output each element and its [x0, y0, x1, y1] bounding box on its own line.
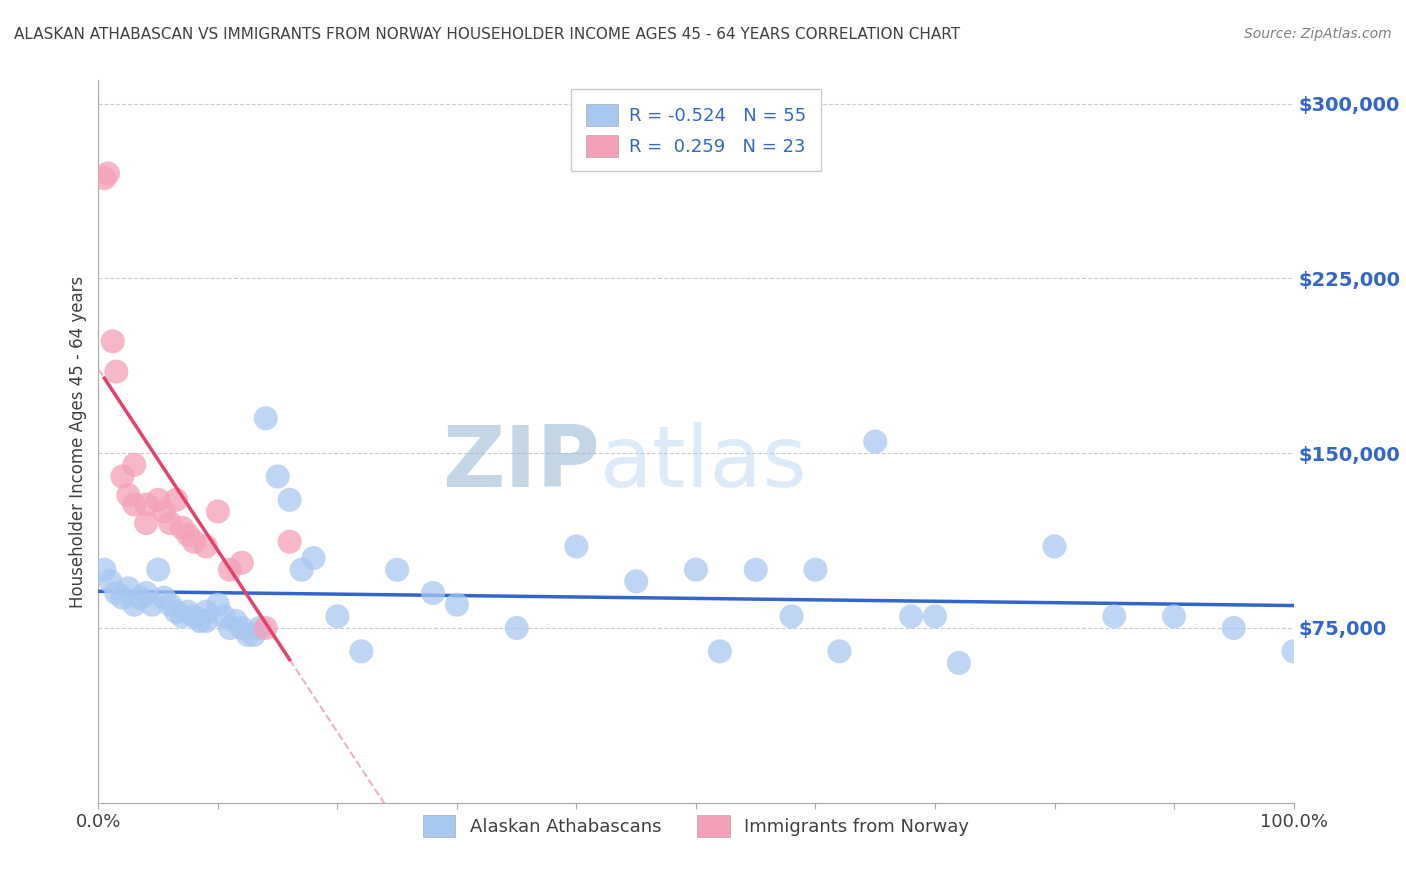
- Point: [135, 586, 157, 600]
- Point: [183, 609, 205, 624]
- Point: [626, 574, 648, 589]
- Text: atlas: atlas: [600, 422, 808, 505]
- Point: [506, 621, 529, 635]
- Point: [236, 628, 259, 642]
- Point: [231, 556, 253, 570]
- Point: [924, 609, 946, 624]
- Point: [97, 167, 120, 181]
- Point: [948, 656, 970, 670]
- Point: [98, 574, 122, 589]
- Point: [243, 628, 266, 642]
- Point: [117, 488, 139, 502]
- Point: [159, 598, 181, 612]
- Point: [153, 504, 176, 518]
- Point: [159, 516, 181, 530]
- Point: [105, 586, 128, 600]
- Point: [709, 644, 731, 658]
- Point: [188, 614, 211, 628]
- Point: [804, 563, 827, 577]
- Point: [385, 563, 409, 577]
- Point: [828, 644, 851, 658]
- Point: [565, 540, 588, 554]
- Point: [135, 516, 157, 530]
- Point: [93, 563, 115, 577]
- Text: Source: ZipAtlas.com: Source: ZipAtlas.com: [1244, 27, 1392, 41]
- Point: [422, 586, 444, 600]
- Point: [111, 591, 134, 605]
- Legend: Alaskan Athabascans, Immigrants from Norway: Alaskan Athabascans, Immigrants from Nor…: [416, 808, 976, 845]
- Point: [291, 563, 314, 577]
- Point: [219, 563, 242, 577]
- Text: ALASKAN ATHABASCAN VS IMMIGRANTS FROM NORWAY HOUSEHOLDER INCOME AGES 45 - 64 YEA: ALASKAN ATHABASCAN VS IMMIGRANTS FROM NO…: [14, 27, 960, 42]
- Point: [195, 605, 218, 619]
- Point: [165, 605, 187, 619]
- Point: [183, 534, 205, 549]
- Point: [93, 171, 115, 186]
- Point: [207, 598, 229, 612]
- Point: [780, 609, 803, 624]
- Point: [212, 609, 235, 624]
- Point: [231, 621, 253, 635]
- Point: [165, 492, 187, 507]
- Point: [278, 534, 301, 549]
- Point: [1163, 609, 1185, 624]
- Point: [267, 469, 290, 483]
- Point: [1282, 644, 1305, 658]
- Point: [249, 621, 271, 635]
- Point: [1043, 540, 1066, 554]
- Point: [225, 614, 247, 628]
- Point: [111, 469, 134, 483]
- Point: [1223, 621, 1246, 635]
- Point: [124, 598, 146, 612]
- Point: [124, 498, 146, 512]
- Point: [153, 591, 176, 605]
- Point: [124, 458, 146, 472]
- Point: [195, 540, 218, 554]
- Text: ZIP: ZIP: [443, 422, 600, 505]
- Point: [207, 504, 229, 518]
- Point: [135, 498, 157, 512]
- Point: [865, 434, 887, 449]
- Point: [900, 609, 922, 624]
- Point: [326, 609, 349, 624]
- Point: [172, 521, 194, 535]
- Point: [219, 621, 242, 635]
- Point: [129, 591, 152, 605]
- Point: [302, 551, 325, 566]
- Point: [254, 411, 277, 425]
- Point: [685, 563, 707, 577]
- Point: [195, 614, 218, 628]
- Point: [177, 605, 200, 619]
- Point: [278, 492, 301, 507]
- Point: [117, 582, 139, 596]
- Point: [148, 563, 170, 577]
- Point: [177, 528, 200, 542]
- Y-axis label: Householder Income Ages 45 - 64 years: Householder Income Ages 45 - 64 years: [69, 276, 87, 607]
- Point: [105, 365, 128, 379]
- Point: [446, 598, 468, 612]
- Point: [745, 563, 768, 577]
- Point: [141, 598, 163, 612]
- Point: [350, 644, 373, 658]
- Point: [148, 492, 170, 507]
- Point: [101, 334, 124, 349]
- Point: [172, 609, 194, 624]
- Point: [254, 621, 277, 635]
- Point: [1104, 609, 1126, 624]
